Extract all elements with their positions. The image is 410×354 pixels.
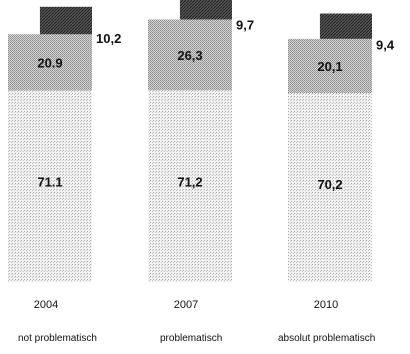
bar-segment-absolutely-problematic-2007 (179, 0, 232, 20)
bar-segment-problematic-2004 (8, 34, 92, 91)
bar-segment-absolutely-problematic-2010 (319, 13, 372, 39)
category-label-2010: 2010 (314, 299, 338, 311)
bar-segment-not-problematic-2007 (148, 90, 232, 282)
data-label-absolutely-problematic-2007: 9,7 (236, 17, 254, 32)
stacked-bar-chart: 71.1 20.9 10,2 2004 71,2 26,3 9,7 2007 70,2 20,1 9… (8, 0, 395, 311)
legend-item-not-problematic: not problematisch (18, 333, 97, 344)
data-label-not-problematic-2004: 71.1 (37, 175, 62, 190)
data-label-problematic-2004: 20.9 (37, 55, 62, 70)
data-label-problematic-2010: 20,1 (317, 59, 342, 74)
legend: not problematisch problematisch absolut … (0, 333, 410, 351)
legend-item-problematic: problematisch (160, 333, 223, 344)
bar-segment-problematic-2010 (288, 38, 372, 93)
data-label-absolutely-problematic-2010: 9,4 (376, 38, 395, 53)
category-label-2007: 2007 (174, 299, 198, 311)
bar-segment-absolutely-problematic-2004 (39, 6, 92, 35)
category-label-2004: 2004 (34, 299, 58, 311)
bar-segment-not-problematic-2004 (8, 90, 92, 282)
data-label-absolutely-problematic-2004: 10,2 (96, 31, 121, 46)
bar-segment-problematic-2007 (148, 19, 232, 91)
bar-segment-not-problematic-2010 (288, 92, 372, 282)
bars-group: 71.1 20.9 10,2 2004 71,2 26,3 9,7 2007 70,2 20,1 9… (8, 0, 395, 311)
data-label-problematic-2007: 26,3 (177, 48, 202, 63)
data-label-not-problematic-2010: 70,2 (317, 177, 342, 192)
legend-item-absolutely-problematic: absolut problematisch (278, 333, 376, 344)
data-label-not-problematic-2007: 71,2 (177, 174, 202, 189)
